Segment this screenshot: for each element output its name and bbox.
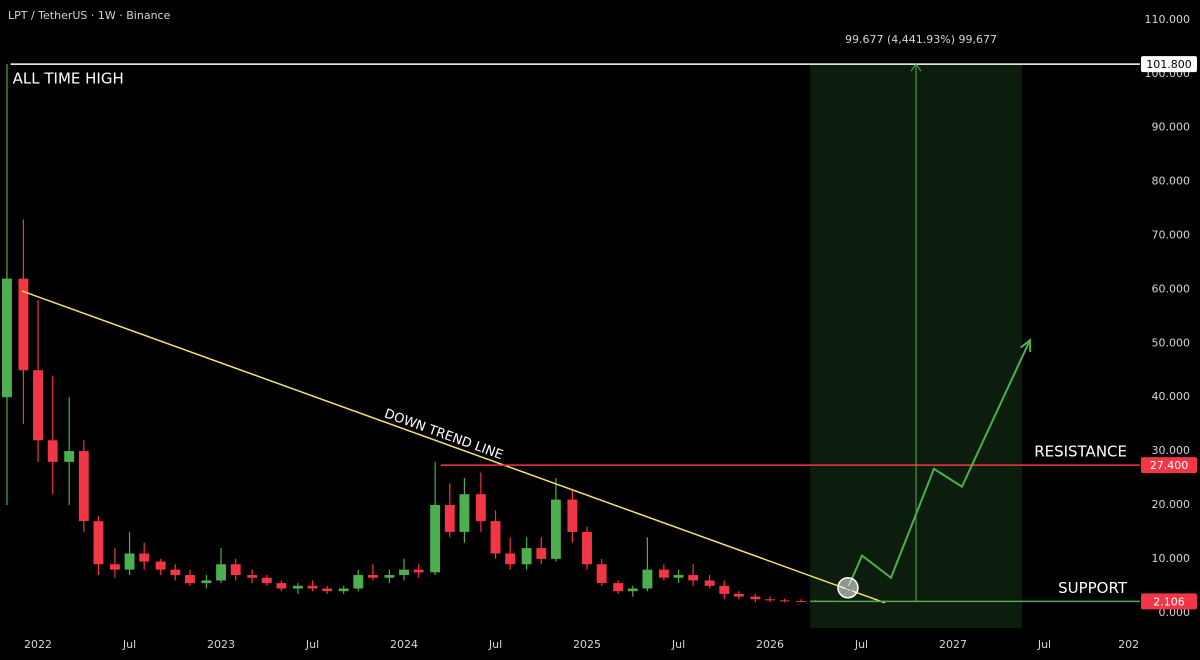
- candle-body: [18, 278, 29, 371]
- x-tick-label: 2023: [207, 638, 235, 651]
- x-tick-label: 2024: [390, 638, 418, 651]
- candle-body: [384, 575, 395, 578]
- x-tick-label: 2022: [24, 638, 52, 651]
- candle-body: [796, 600, 807, 602]
- level-box: [1141, 457, 1197, 474]
- projection-arrow-head: [1020, 337, 1032, 353]
- measure-arrow-head: [910, 63, 922, 72]
- level-name: SUPPORT: [1058, 579, 1128, 597]
- candle-body: [444, 504, 455, 532]
- candle-body: [582, 531, 592, 565]
- candle-body: [490, 521, 501, 554]
- y-tick-label: 30.000: [1152, 444, 1191, 457]
- candle-body: [139, 553, 150, 562]
- trend-line: [21, 290, 886, 604]
- candle-body: [673, 575, 684, 578]
- candle-body: [353, 575, 364, 589]
- candle-body: [430, 504, 441, 573]
- candle-body: [155, 561, 166, 570]
- candle-body: [292, 585, 303, 589]
- candle-body: [109, 564, 120, 570]
- level-value: 2.106: [1153, 595, 1185, 608]
- level-value: 27.400: [1150, 459, 1189, 472]
- x-tick-label: 202: [1118, 638, 1139, 651]
- level-value: 101.800: [1146, 58, 1192, 71]
- candle-body: [521, 548, 532, 565]
- y-tick-label: 90.000: [1152, 121, 1191, 134]
- candle-body: [184, 575, 195, 584]
- candle-body: [93, 521, 104, 565]
- candle-body: [367, 575, 378, 578]
- candle-body: [2, 278, 12, 398]
- candle-body: [78, 451, 89, 522]
- candle-body: [613, 583, 624, 592]
- y-tick-label: 20.000: [1152, 498, 1191, 511]
- candle-body: [750, 596, 761, 600]
- candle-body: [413, 569, 424, 573]
- y-tick-label: 110.000: [1145, 13, 1191, 26]
- candle-body: [567, 499, 578, 532]
- candle-body: [276, 583, 287, 589]
- level-name: ALL TIME HIGH: [13, 70, 124, 88]
- candle-body: [307, 585, 318, 589]
- candle-body: [627, 588, 638, 592]
- candle-body: [170, 569, 181, 576]
- y-tick-label: 10.000: [1152, 552, 1191, 565]
- candle-body: [688, 575, 699, 581]
- candle-body: [459, 494, 470, 532]
- candle-body: [230, 564, 241, 576]
- candle-body: [216, 564, 226, 581]
- y-tick-label: 40.000: [1152, 390, 1191, 403]
- level-name: RESISTANCE: [1034, 443, 1127, 461]
- x-tick-label: Jul: [488, 638, 502, 651]
- candle-body: [733, 593, 744, 597]
- candle-body: [765, 599, 775, 601]
- candle-body: [322, 588, 333, 592]
- candle-body: [658, 569, 669, 578]
- y-tick-label: 50.000: [1152, 336, 1191, 349]
- candle-body: [550, 499, 561, 559]
- x-tick-label: Jul: [854, 638, 868, 651]
- candle-body: [247, 575, 258, 578]
- y-tick-label: 60.000: [1152, 282, 1191, 295]
- breakout-cross: [841, 581, 855, 595]
- candle-body: [536, 548, 547, 559]
- x-tick-label: Jul: [1037, 638, 1051, 651]
- x-tick-label: Jul: [122, 638, 136, 651]
- candle-body: [719, 585, 730, 594]
- candle-body: [475, 494, 486, 522]
- candle-body: [33, 370, 44, 441]
- candle-body: [399, 569, 409, 576]
- candle-body: [704, 580, 715, 586]
- candle-body: [642, 569, 653, 589]
- candle-body: [779, 600, 790, 602]
- x-tick-label: 2026: [756, 638, 784, 651]
- level-box: [1141, 593, 1197, 610]
- chart-title: LPT / TetherUS · 1W · Binance: [8, 9, 171, 22]
- candle-body: [201, 580, 212, 584]
- y-tick-label: 70.000: [1152, 229, 1191, 242]
- x-tick-label: Jul: [671, 638, 685, 651]
- candle-body: [505, 553, 516, 565]
- measure-label: 99.677 (4,441.93%) 99,677: [845, 33, 997, 46]
- x-tick-label: 2025: [573, 638, 601, 651]
- y-tick-label: 80.000: [1152, 175, 1191, 188]
- candle-body: [261, 577, 272, 584]
- candle-body: [64, 451, 75, 462]
- candle-body: [338, 588, 349, 592]
- projection-path: [847, 339, 1031, 589]
- level-box: [1141, 56, 1197, 73]
- candle-body: [124, 553, 135, 570]
- x-tick-label: 2027: [939, 638, 967, 651]
- candle-body: [596, 564, 607, 584]
- x-tick-label: Jul: [305, 638, 319, 651]
- candle-body: [47, 440, 58, 462]
